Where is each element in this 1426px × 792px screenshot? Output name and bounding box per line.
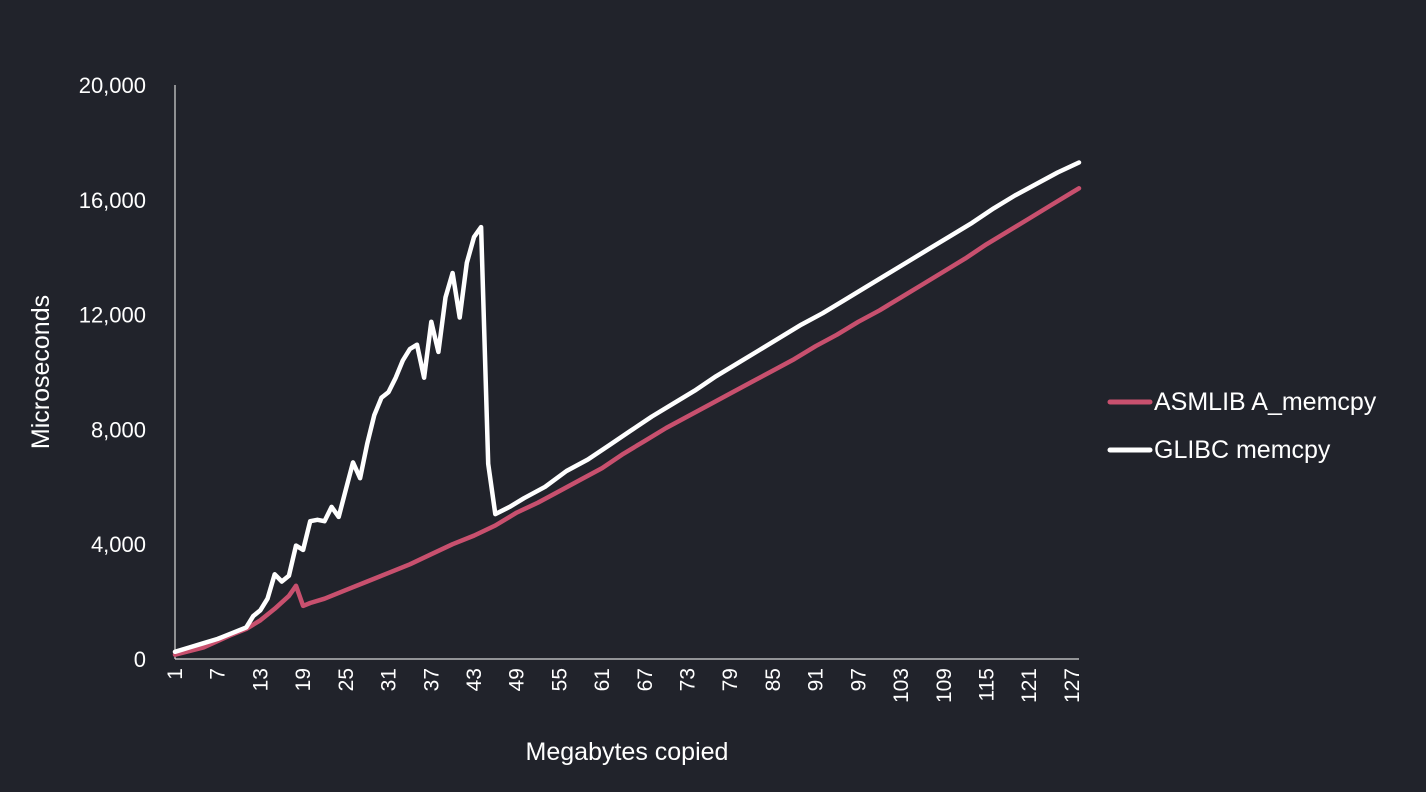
- x-tick-label: 7: [207, 668, 230, 680]
- y-tick-label: 8,000: [91, 417, 146, 442]
- legend-label-asmlib: ASMLIB A_memcpy: [1154, 388, 1377, 416]
- x-tick-label: 49: [506, 668, 529, 691]
- x-tick-label: 1: [164, 668, 187, 680]
- legend-item-asmlib: ASMLIB A_memcpy: [1107, 388, 1377, 416]
- x-axis-title: Megabytes copied: [526, 738, 729, 766]
- x-tick-label: 19: [292, 668, 315, 691]
- x-tick-label: 109: [933, 668, 956, 703]
- x-tick-label: 37: [420, 668, 443, 691]
- y-axis-title: Microseconds: [27, 295, 55, 449]
- x-tick-label: 61: [591, 668, 614, 691]
- x-tick-label: 55: [548, 668, 571, 691]
- x-tick-label: 121: [1018, 668, 1041, 703]
- y-tick-label: 20,000: [79, 73, 146, 98]
- x-tick-label: 91: [805, 668, 828, 691]
- x-tick-label: 31: [378, 668, 401, 691]
- x-tick-label: 79: [719, 668, 742, 691]
- x-tick-label: 67: [634, 668, 657, 691]
- y-tick-label: 0: [134, 647, 146, 672]
- x-tick-label: 43: [463, 668, 486, 691]
- legend: ASMLIB A_memcpy GLIBC memcpy: [1107, 388, 1377, 464]
- x-tick-label: 127: [1061, 668, 1084, 703]
- y-axis-ticks: 0 4,000 8,000 12,000 16,000 20,000: [79, 73, 146, 672]
- x-tick-label: 25: [335, 668, 358, 691]
- x-tick-label: 97: [847, 668, 870, 691]
- y-tick-label: 16,000: [79, 188, 146, 213]
- series-line-glibc: [172, 160, 1082, 655]
- series-lines: [172, 160, 1082, 657]
- y-tick-label: 12,000: [79, 303, 146, 328]
- x-tick-label: 13: [249, 668, 272, 691]
- x-tick-label: 73: [677, 668, 700, 691]
- legend-item-glibc: GLIBC memcpy: [1107, 436, 1331, 464]
- y-tick-label: 4,000: [91, 532, 146, 557]
- x-axis-ticks: 1 7 13 19 25 31 37 43 49 55 61 67 73 79 85 91 97 103 109 11…: [164, 668, 1084, 703]
- x-tick-label: 115: [975, 668, 998, 701]
- series-line-asmlib: [172, 186, 1082, 657]
- x-tick-label: 85: [762, 668, 785, 691]
- x-tick-label: 103: [890, 668, 913, 703]
- legend-label-glibc: GLIBC memcpy: [1154, 436, 1331, 464]
